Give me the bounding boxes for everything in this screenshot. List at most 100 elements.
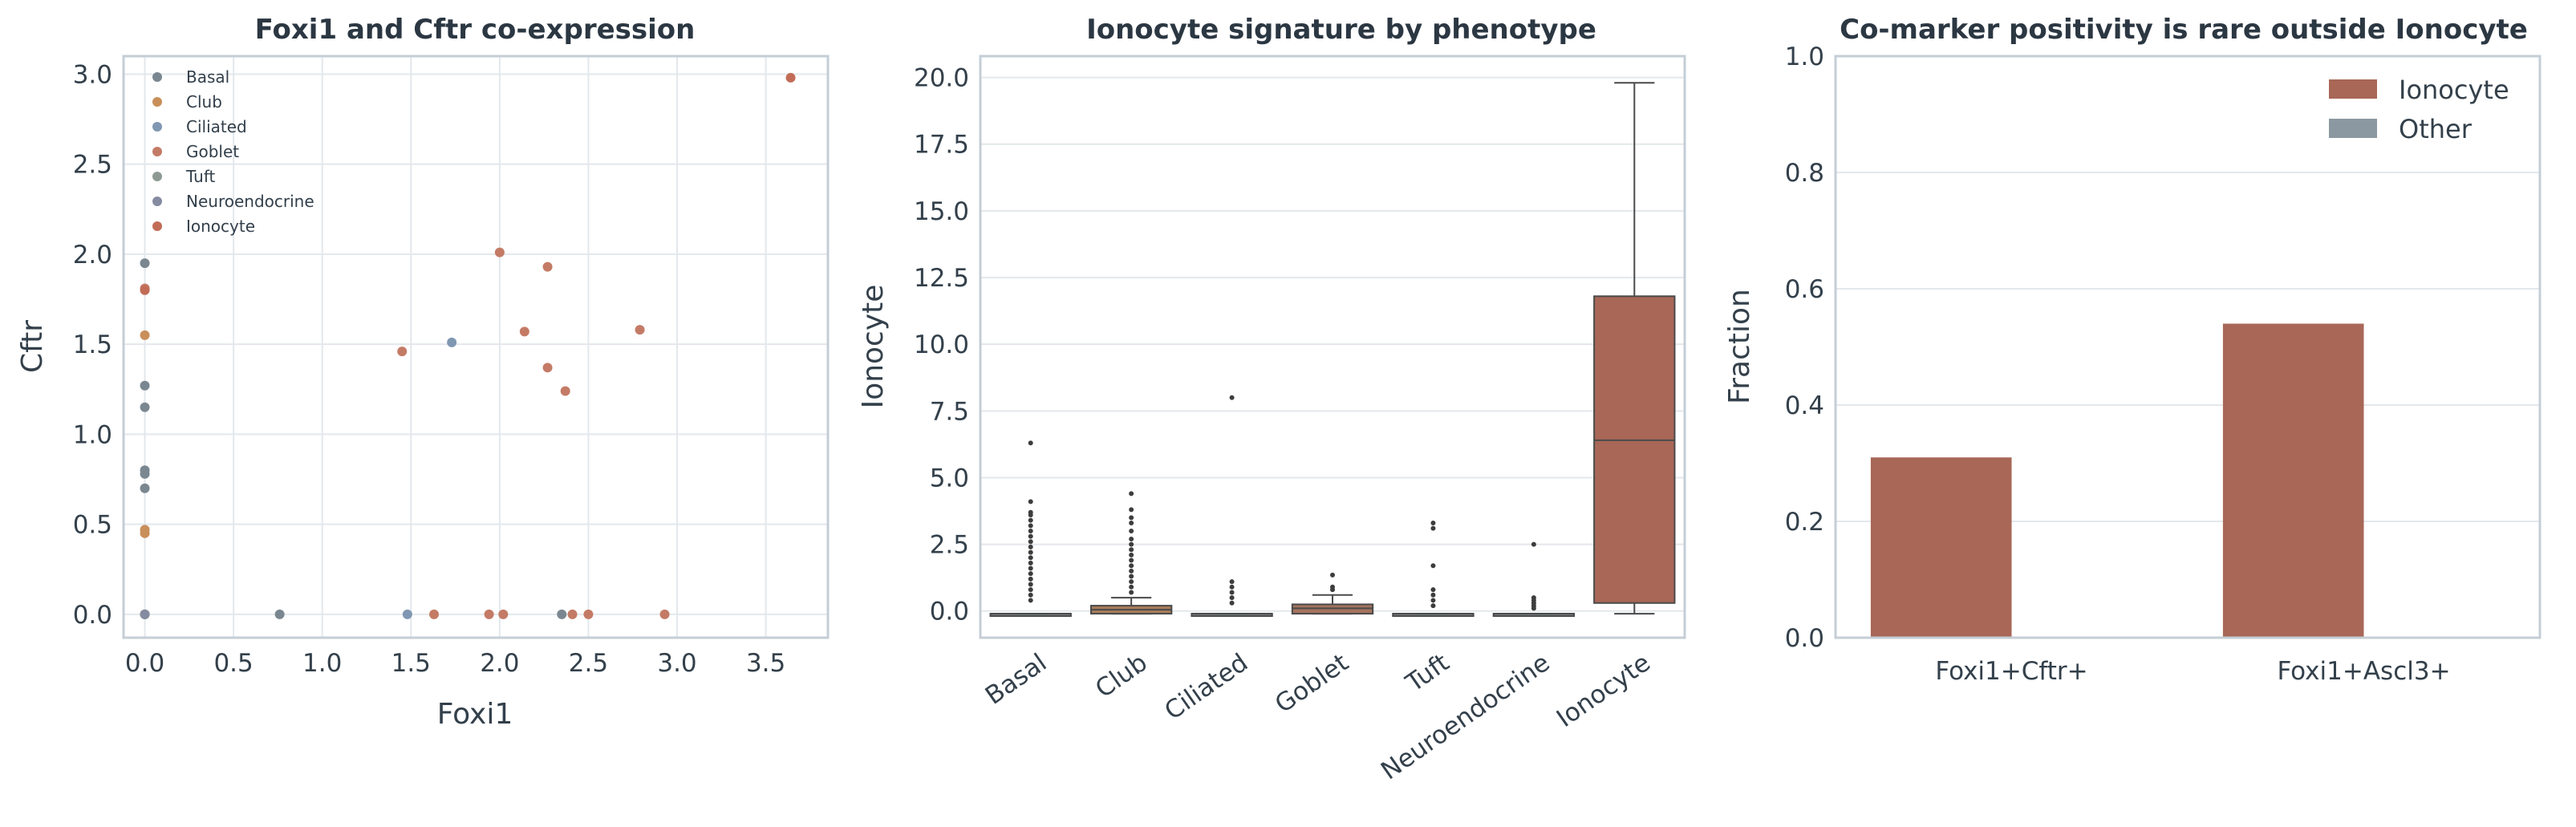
scatter-point-goblet xyxy=(397,347,408,357)
box-outlier xyxy=(1229,595,1235,601)
scatter-xlabel: Foxi1 xyxy=(437,698,513,731)
box-outlier xyxy=(1129,563,1134,569)
box-outlier xyxy=(1028,533,1033,539)
bar-ionocyte xyxy=(1870,457,2012,638)
bar-frame xyxy=(1834,55,2542,639)
legend-marker xyxy=(152,147,162,156)
scatter-xtick-label: 2.5 xyxy=(569,649,608,678)
bar-legend: Ionocyte Other xyxy=(2329,75,2509,144)
box-outlier xyxy=(1330,587,1335,593)
boxplot-ytick-label: 12.5 xyxy=(914,264,969,293)
box-outlier xyxy=(1229,600,1235,606)
scatter-point-ionocyte xyxy=(140,285,150,295)
box-outlier xyxy=(1430,603,1436,609)
bar-ticks: 0.0 0.2 0.4 0.6 0.8 1.0 Foxi1+Cftr+ Foxi1+Ascl3… xyxy=(1785,43,2451,686)
scatter-point-basal xyxy=(274,609,285,619)
scatter-ytick-label: 2.0 xyxy=(73,241,112,270)
boxplot-ticks: 0.0 2.5 5.0 7.5 10.0 12.5 15.0 17.5 20.0 Basal Clu… xyxy=(914,64,1656,786)
scatter-ytick-label: 2.5 xyxy=(73,151,112,180)
scatter-grid xyxy=(124,56,828,638)
box-outlier xyxy=(1028,513,1033,518)
boxplot-ytick-label: 15.0 xyxy=(914,197,969,226)
scatter-point-goblet xyxy=(567,609,578,619)
box-outlier xyxy=(1129,541,1134,547)
legend-label: Other xyxy=(2399,114,2473,144)
bar-ytick-label: 0.2 xyxy=(1785,508,1824,537)
box-outlier xyxy=(1028,560,1033,566)
scatter-point-goblet xyxy=(429,609,440,619)
boxplot-xtick-label: Goblet xyxy=(1270,648,1354,719)
box-outlier xyxy=(1129,574,1134,579)
scatter-xtick-label: 2.0 xyxy=(480,649,519,678)
scatter-point-ionocyte xyxy=(785,72,796,83)
bar-ytick-label: 0.4 xyxy=(1785,391,1824,420)
scatter-point-basal xyxy=(140,402,150,412)
box-outlier xyxy=(1028,528,1033,533)
legend-swatch xyxy=(2329,119,2377,138)
boxplot-ytick-label: 5.0 xyxy=(930,464,969,493)
legend-label: Goblet xyxy=(186,142,239,161)
legend-marker xyxy=(152,221,162,231)
bar-ytick-label: 0.8 xyxy=(1785,159,1824,188)
bar-ionocyte xyxy=(2222,323,2364,638)
box-outlier xyxy=(1430,592,1436,598)
scatter-point-goblet xyxy=(484,609,494,619)
bar-ytick-label: 0.0 xyxy=(1785,624,1824,653)
box-outlier xyxy=(1430,520,1436,525)
boxplot-xtick-label: Neuroendocrine xyxy=(1376,648,1555,785)
legend-label: Club xyxy=(186,92,222,111)
box-outlier xyxy=(1028,499,1033,505)
box-outlier xyxy=(1129,557,1134,563)
boxplot-ytick-label: 20.0 xyxy=(914,64,969,93)
scatter-xtick-label: 0.5 xyxy=(213,649,253,678)
box-outlier xyxy=(1129,584,1134,590)
boxplot-xtick-label: Ciliated xyxy=(1159,648,1253,726)
boxplot-xtick-label: Ionocyte xyxy=(1552,648,1656,733)
scatter-xtick-label: 3.5 xyxy=(746,649,785,678)
scatter-point-ciliated xyxy=(402,609,412,619)
scatter-point-neuroendocrine xyxy=(140,609,150,619)
legend-label: Basal xyxy=(186,67,229,87)
scatter-point-club xyxy=(140,330,150,340)
scatter-xtick-label: 1.5 xyxy=(391,649,431,678)
boxplot-frame xyxy=(979,55,1686,639)
scatter-point-ciliated xyxy=(447,337,457,347)
box-outlier xyxy=(1028,555,1033,561)
boxplot-xtick-label: Basal xyxy=(980,648,1052,711)
boxplot-ytick-label: 17.5 xyxy=(914,131,969,160)
boxplot-panel: Ionocyte signature by phenotype 0.0 2.5 5.… xyxy=(857,14,1686,786)
scatter-ticks: 0.0 0.5 1.0 1.5 2.0 2.5 3.0 3.5 0.0 0.5 1.0 1.5 2.0 2… xyxy=(73,60,786,678)
box-outlier xyxy=(1229,584,1235,590)
legend-marker xyxy=(152,197,162,206)
box-outlier xyxy=(1028,582,1033,587)
scatter-ytick-label: 0.5 xyxy=(73,511,112,540)
box-outlier xyxy=(1330,572,1335,578)
box-outlier xyxy=(1430,563,1436,569)
legend-label: Neuroendocrine xyxy=(186,192,314,211)
box-outlier xyxy=(1129,520,1134,525)
box-outlier xyxy=(1129,552,1134,557)
box-outlier xyxy=(1028,440,1033,446)
box-ionocyte xyxy=(1593,295,1676,604)
box-outlier xyxy=(1028,587,1033,593)
bar-xtick-label: Foxi1+Ascl3+ xyxy=(2277,657,2450,686)
scatter-point-goblet xyxy=(659,609,670,619)
legend-label: Ionocyte xyxy=(186,217,255,236)
scatter-ylabel: Cftr xyxy=(16,320,49,373)
boxplot-xtick-label: Tuft xyxy=(1400,648,1454,698)
box-outlier xyxy=(1531,541,1536,547)
scatter-point-goblet xyxy=(494,247,505,257)
box-outlier xyxy=(1129,568,1134,574)
box-outlier xyxy=(1028,539,1033,545)
box-outlier xyxy=(1531,606,1536,611)
scatter-panel: Foxi1 and Cftr co-expression 0.0 0.5 1.0 1.… xyxy=(16,14,830,731)
box-outlier xyxy=(1129,515,1134,521)
legend-swatch xyxy=(2329,79,2377,99)
scatter-xtick-label: 0.0 xyxy=(125,649,164,678)
scatter-point-basal xyxy=(557,609,567,619)
legend-label: Tuft xyxy=(185,167,216,186)
box-outlier xyxy=(1229,579,1235,585)
legend-label: Ciliated xyxy=(186,117,247,136)
scatter-legend: Basal Club Ciliated Goblet Tuft Neuroendocrin… xyxy=(152,67,314,236)
